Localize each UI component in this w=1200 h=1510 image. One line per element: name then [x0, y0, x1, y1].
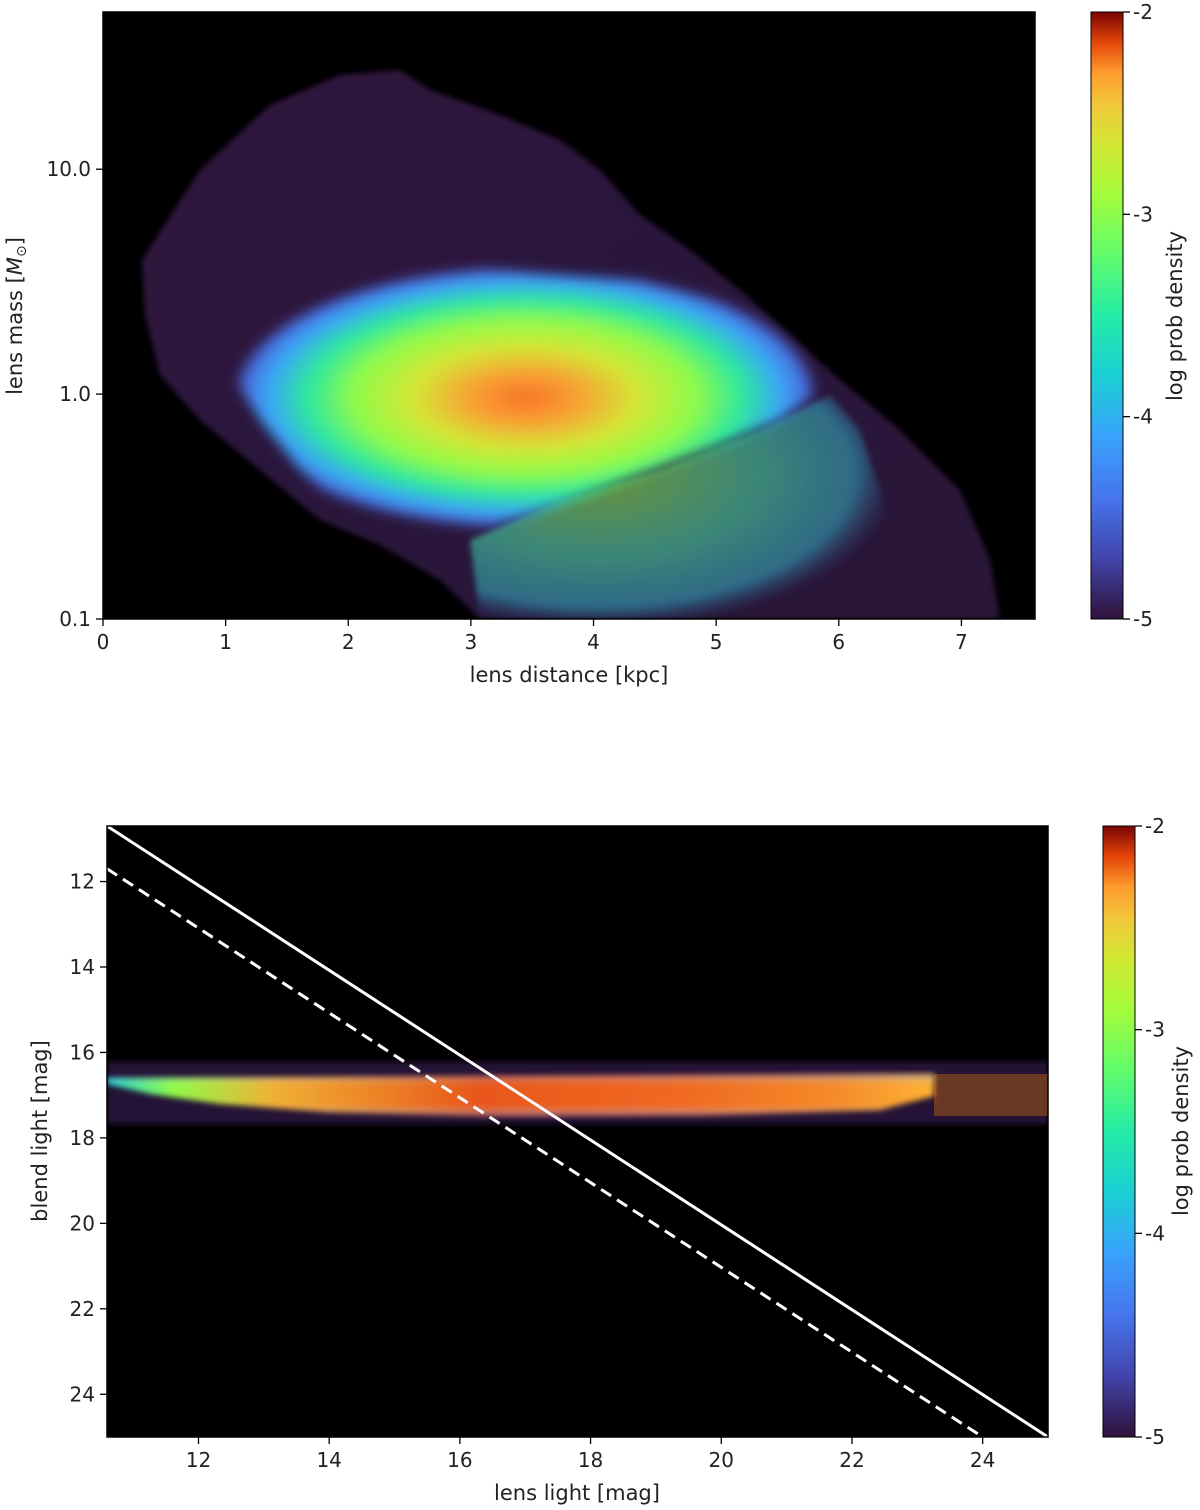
bottom-colorbar [1102, 825, 1136, 1438]
bottom-x-axis-label: lens light [mag] [494, 1481, 660, 1505]
top-x-tick-label: 5 [710, 630, 723, 654]
bottom-plot-frame [106, 825, 1049, 1438]
top-colorbar-tick-label: -5 [1133, 607, 1153, 631]
top-colorbar-tick-label: -2 [1133, 0, 1153, 24]
bottom-y-tick-label: 16 [70, 1040, 95, 1064]
bottom-x-tick-label: 16 [447, 1448, 472, 1472]
bottom-y-tick-label: 14 [70, 955, 95, 979]
top-y-tick-label: 10.0 [46, 157, 91, 181]
top-colorbar-tick-label: -4 [1133, 405, 1153, 429]
bottom-dashed-line [107, 867, 984, 1437]
top-x-tick-label: 0 [97, 630, 110, 654]
bottom-x-tick-label: 24 [970, 1448, 995, 1472]
top-x-tick-label: 1 [219, 630, 232, 654]
top-density-image [142, 70, 1000, 619]
bottom-x-tick-label: 20 [709, 1448, 734, 1472]
top-density-core [230, 265, 820, 530]
bottom-x-axis: 12 14 16 18 20 22 24 [186, 1437, 995, 1472]
bottom-colorbar-label: log prob density [1169, 1046, 1193, 1216]
top-y-axis-label: lens mass [M⊙] [3, 237, 30, 395]
top-x-tick-label: 7 [955, 630, 968, 654]
bottom-x-tick-label: 18 [578, 1448, 603, 1472]
top-x-tick-label: 3 [465, 630, 478, 654]
bottom-heatmap-panel: 12 14 16 18 20 22 24 12 14 16 18 20 22 24 lens light… [28, 814, 1193, 1505]
top-x-tick-label: 2 [342, 630, 355, 654]
bottom-y-tick-label: 12 [70, 870, 95, 894]
top-colorbar-tick-label: -3 [1133, 202, 1153, 226]
bottom-colorbar-ticks: -5 -4 -3 -2 [1135, 814, 1165, 1449]
bottom-shaded-region [934, 1074, 1048, 1116]
bottom-y-tick-label: 24 [70, 1382, 95, 1406]
top-colorbar [1090, 11, 1124, 620]
top-colorbar-ticks: -5 -4 -3 -2 [1123, 0, 1153, 631]
bottom-x-tick-label: 12 [186, 1448, 211, 1472]
bottom-y-tick-label: 20 [70, 1211, 95, 1235]
top-colorbar-label: log prob density [1163, 231, 1187, 401]
top-y-tick-label: 1.0 [59, 382, 91, 406]
bottom-y-axis: 12 14 16 18 20 22 24 [70, 870, 107, 1406]
bottom-density-image [107, 1062, 1048, 1124]
top-x-axis-label: lens distance [kpc] [470, 663, 669, 687]
bottom-x-tick-label: 22 [839, 1448, 864, 1472]
bottom-reference-lines [107, 826, 1048, 1437]
top-plot-frame [102, 11, 1036, 620]
top-shaded-region [470, 395, 900, 619]
bottom-y-tick-label: 18 [70, 1126, 95, 1150]
bottom-colorbar-tick-label: -4 [1145, 1221, 1165, 1245]
bottom-colorbar-tick-label: -3 [1145, 1018, 1165, 1042]
bottom-y-axis-label: blend light [mag] [28, 1040, 52, 1222]
bottom-colorbar-tick-label: -2 [1145, 814, 1165, 838]
bottom-x-tick-label: 14 [316, 1448, 341, 1472]
top-y-axis: 0.1 1.0 10.0 [46, 157, 103, 631]
bottom-colorbar-tick-label: -5 [1145, 1425, 1165, 1449]
bottom-solid-line [107, 826, 1048, 1437]
top-x-tick-label: 4 [587, 630, 600, 654]
top-x-tick-label: 6 [832, 630, 845, 654]
top-y-tick-label: 0.1 [59, 607, 91, 631]
top-x-axis: 0 1 2 3 4 5 6 7 [97, 619, 968, 654]
bottom-y-tick-label: 22 [70, 1297, 95, 1321]
